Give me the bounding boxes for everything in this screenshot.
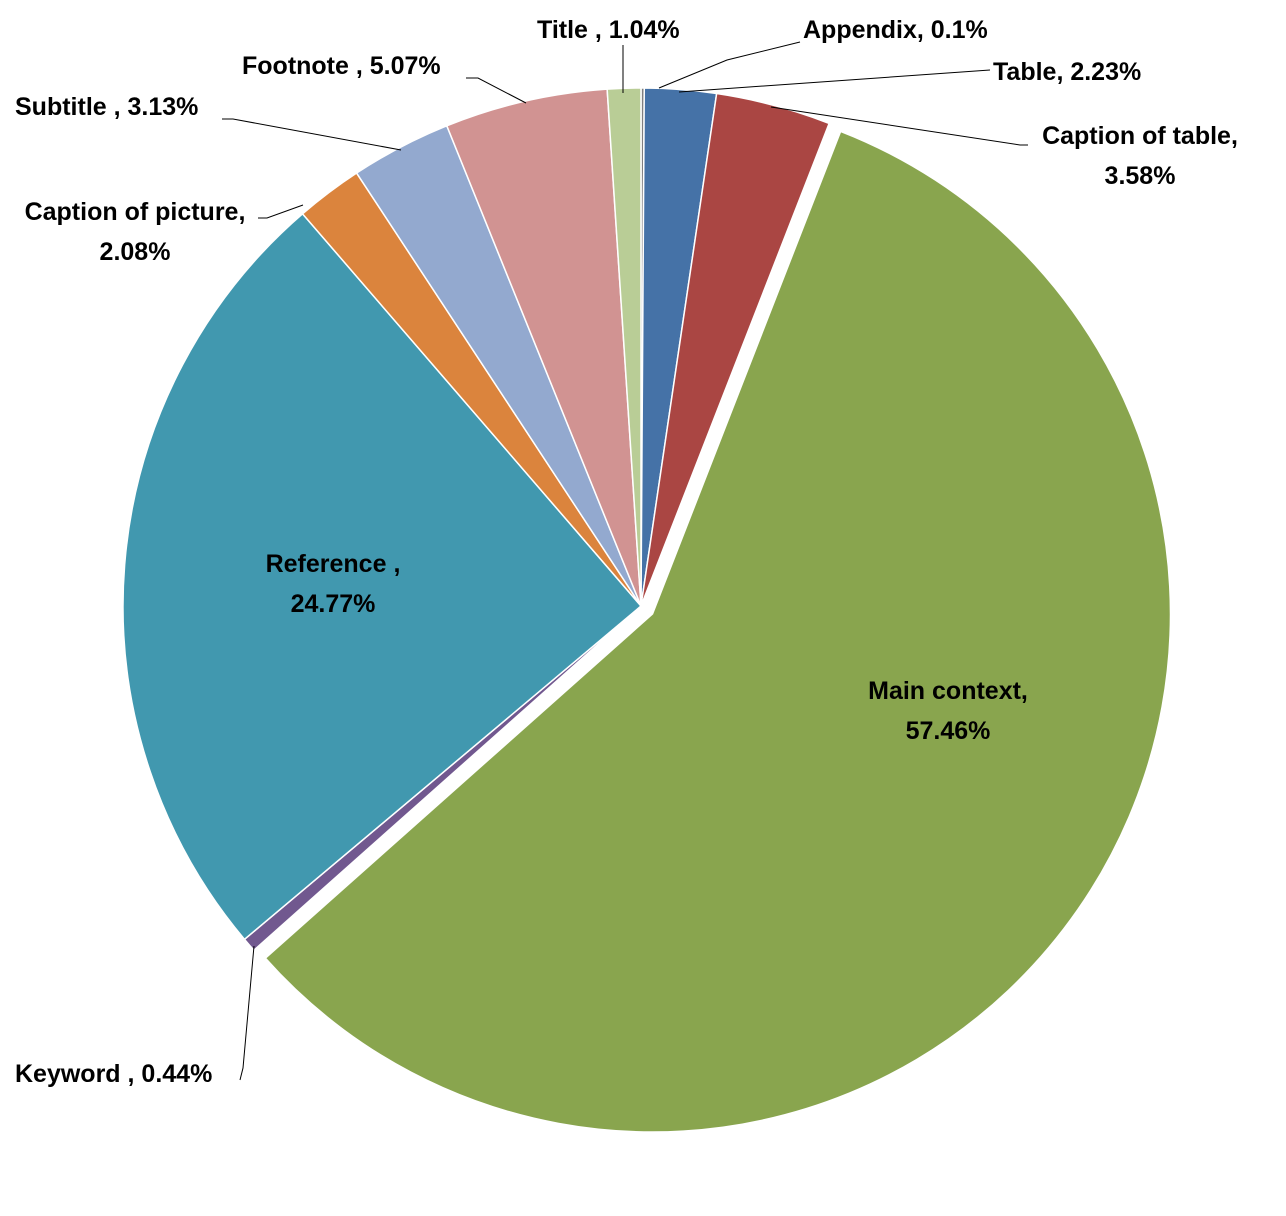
- leader-appendix: [658, 41, 801, 89]
- leader-footnote: [466, 77, 527, 104]
- label-subtitle: Subtitle , 3.13%: [15, 93, 198, 121]
- label-table: Table, 2.23%: [993, 58, 1141, 86]
- slice-caption-of-table: [640, 92, 831, 607]
- slice-main-context: [264, 130, 1172, 1133]
- label-footnote: Footnote , 5.07%: [242, 52, 441, 80]
- leader-keyword: [239, 945, 255, 1081]
- leader-subtitle: [222, 118, 402, 151]
- leader-caption-of-picture: [258, 204, 304, 219]
- label-main-context: Main context, 57.46%: [868, 677, 1028, 745]
- label-caption-of-table: Caption of table, 3.58%: [1042, 122, 1238, 190]
- slice-reference: [122, 212, 643, 941]
- slice-title: [606, 87, 642, 607]
- leader-caption-of-table: [770, 106, 1028, 146]
- pie-slices: [122, 87, 1172, 1133]
- label-caption-of-picture: Caption of picture, 2.08%: [25, 198, 246, 266]
- label-reference: Reference , 24.77%: [266, 550, 401, 618]
- leader-table: [678, 69, 991, 93]
- slice-labels: Appendix, 0.1%Table, 2.23% Caption of tab…: [15, 16, 1238, 1088]
- slice-footnote: [445, 88, 642, 607]
- label-keyword: Keyword , 0.44%: [15, 1060, 212, 1088]
- leader-lines: [222, 41, 1028, 1081]
- label-title: Title , 1.04%: [537, 16, 680, 44]
- label-appendix: Appendix, 0.1%: [803, 16, 988, 44]
